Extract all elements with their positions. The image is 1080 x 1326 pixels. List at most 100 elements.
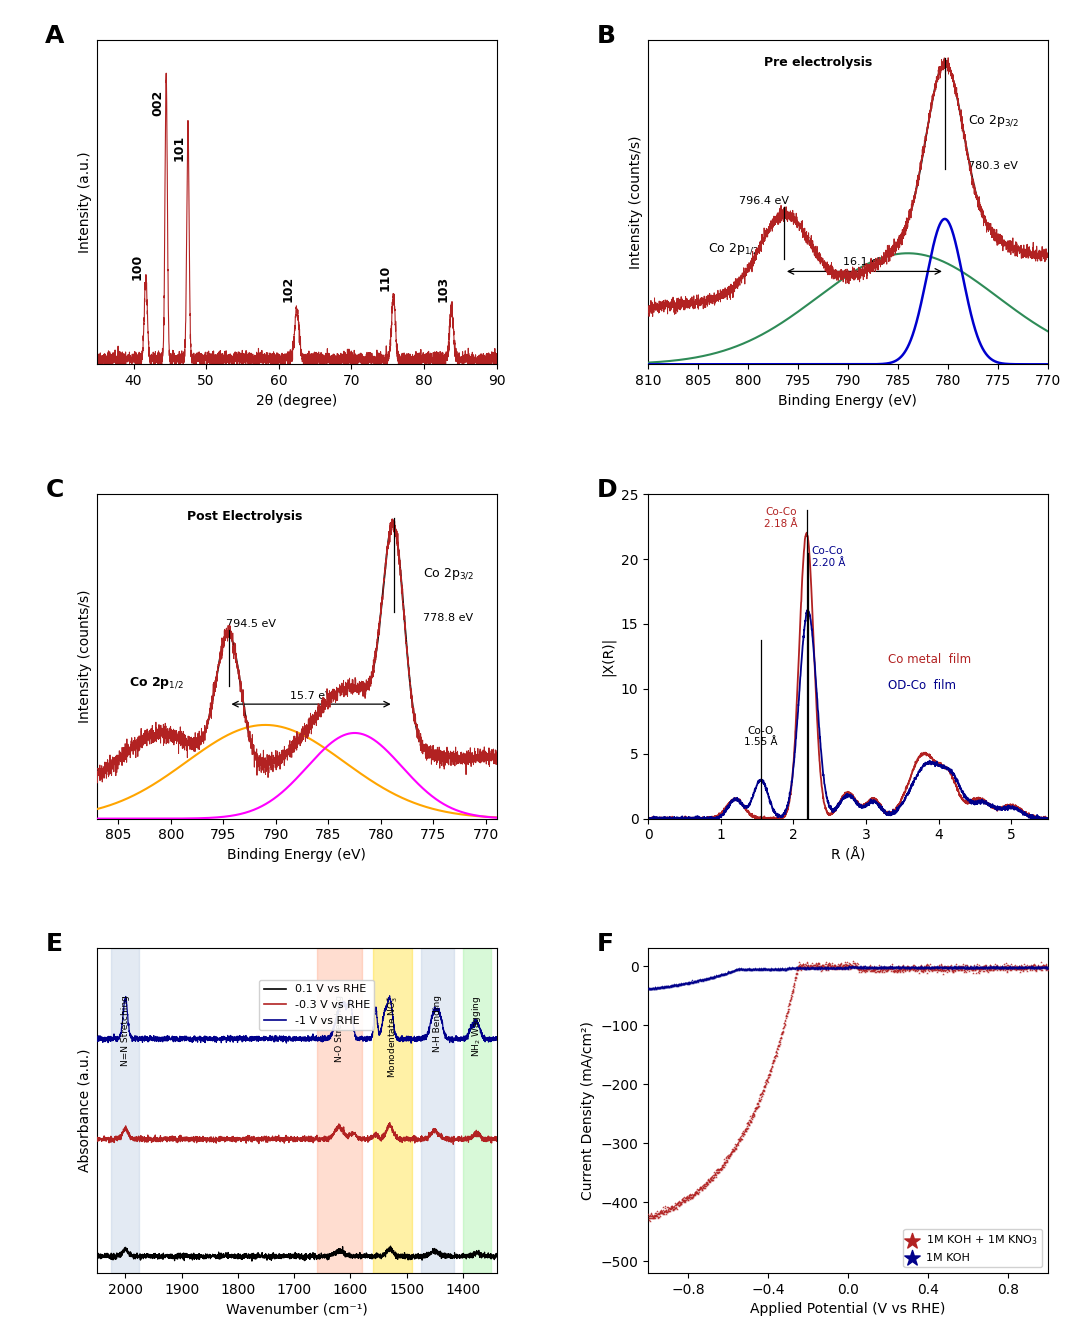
Point [892, 957, 909, 979]
Point [909, 956, 927, 977]
Point [806, 957, 823, 979]
Point [1026, 957, 1043, 979]
Point [990, 956, 1008, 977]
Point [991, 957, 1009, 979]
Point [836, 953, 853, 975]
Point [1031, 957, 1049, 979]
Point [708, 965, 726, 987]
Point [808, 957, 825, 979]
Point [795, 955, 812, 976]
Point [657, 976, 674, 997]
Point [675, 973, 692, 994]
Bar [111, 948, 139, 1273]
Point [778, 959, 795, 980]
Point [1004, 957, 1022, 979]
Point [918, 963, 935, 984]
Point [963, 957, 981, 979]
Point [827, 957, 845, 979]
Point [794, 955, 811, 976]
Point [895, 957, 913, 979]
Point [759, 1071, 777, 1093]
Point [964, 957, 982, 979]
Point [676, 973, 693, 994]
Point [985, 957, 1002, 979]
Point [1032, 956, 1050, 977]
Point [746, 959, 764, 980]
Point [838, 951, 855, 972]
Point [761, 959, 779, 980]
Point [926, 956, 943, 977]
Point [937, 956, 955, 977]
Point [816, 956, 834, 977]
Point [828, 959, 846, 980]
Point [932, 955, 949, 976]
Point [703, 967, 720, 988]
Point [796, 957, 813, 979]
Point [990, 957, 1008, 979]
Point [882, 960, 900, 981]
Point [657, 976, 674, 997]
Point [920, 956, 937, 977]
Point [643, 979, 660, 1000]
Point [675, 973, 692, 994]
Point [852, 959, 869, 980]
Point [904, 959, 921, 980]
Point [798, 952, 815, 973]
Point [711, 1160, 728, 1181]
Point [848, 957, 865, 979]
Point [735, 1122, 753, 1143]
Point [805, 957, 822, 979]
Point [840, 956, 858, 977]
Point [945, 960, 962, 981]
Point [994, 956, 1011, 977]
Point [995, 957, 1012, 979]
Point [714, 964, 731, 985]
Point [651, 1205, 669, 1227]
Point [1009, 957, 1026, 979]
Point [756, 1075, 773, 1097]
Point [662, 976, 679, 997]
Point [989, 956, 1007, 977]
Point [792, 956, 809, 977]
Point [980, 957, 997, 979]
Point [1028, 957, 1045, 979]
Point [796, 953, 813, 975]
Point [810, 957, 827, 979]
Point [1016, 957, 1034, 979]
Point [897, 957, 915, 979]
Point [1022, 957, 1039, 979]
Point [985, 956, 1002, 977]
Point [880, 956, 897, 977]
Point [694, 1177, 712, 1199]
Point [861, 960, 878, 981]
Point [994, 959, 1011, 980]
Point [850, 957, 867, 979]
Point [909, 957, 927, 979]
Point [1011, 959, 1028, 980]
Point [1023, 956, 1040, 977]
Point [874, 956, 891, 977]
Point [961, 957, 978, 979]
Point [982, 957, 999, 979]
Point [936, 960, 954, 981]
Point [995, 957, 1012, 979]
Point [968, 957, 985, 979]
Point [934, 956, 951, 977]
Point [997, 956, 1014, 977]
Point [760, 1063, 778, 1085]
Point [811, 957, 828, 979]
Point [690, 969, 707, 991]
Point [818, 957, 835, 979]
Point [648, 977, 665, 998]
Point [846, 956, 863, 977]
Point [856, 956, 874, 977]
Point [1015, 957, 1032, 979]
Point [805, 955, 822, 976]
Point [1026, 957, 1043, 979]
Point [721, 1143, 739, 1164]
Point [834, 957, 851, 979]
Point [897, 956, 915, 977]
Point [876, 959, 893, 980]
Point [935, 956, 953, 977]
Point [650, 1203, 667, 1224]
